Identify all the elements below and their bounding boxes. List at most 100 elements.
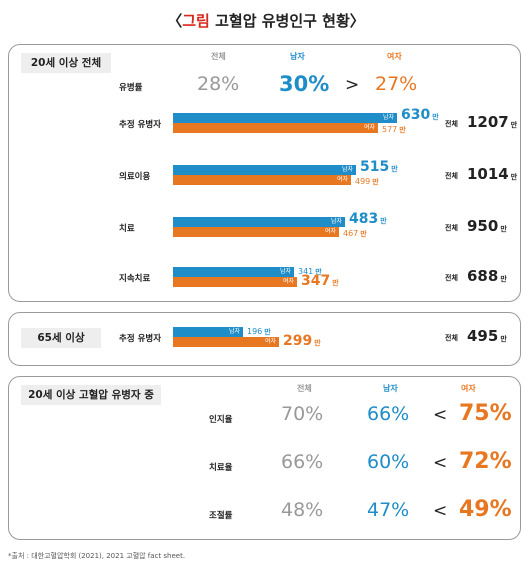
value-unit: 만 (432, 113, 439, 121)
total-label: 전체 (445, 334, 458, 342)
value-unit: 만 (399, 126, 406, 134)
rate-compare: < (433, 405, 448, 425)
total-label: 전체 (445, 274, 458, 282)
bar-male-tag: 남자 (331, 218, 343, 225)
value-unit: 만 (360, 230, 367, 238)
bar-female-tag: 여자 (325, 228, 337, 235)
value-male: 515 만 (360, 159, 398, 175)
bar-male (173, 165, 356, 175)
rate-male: 47% (367, 499, 410, 521)
header-female: 여자 (461, 384, 476, 393)
bar-male-tag: 남자 (383, 114, 395, 121)
bar-male-tag: 남자 (229, 328, 241, 335)
value-unit: 만 (332, 279, 339, 287)
rate-total: 66% (281, 451, 324, 473)
bar-female (173, 123, 378, 133)
bar-female (173, 175, 351, 185)
value-unit: 만 (264, 328, 271, 336)
value-male: 630 만 (401, 107, 439, 123)
title-text: 고혈압 유병인구 현황 (215, 12, 350, 30)
rate-label: 치료율 (209, 463, 233, 473)
value-unit: 만 (314, 339, 321, 347)
rates-table: 인지율 70% 66% <75% 치료율 66% 60% <72% 조절률 48% 47% <49% (9, 377, 522, 541)
header-female: 여자 (387, 52, 402, 61)
bar-male (173, 217, 345, 227)
total-label: 전체 (445, 224, 458, 232)
rate-female: 75% (459, 401, 512, 426)
category-label: 추정 유병자 (119, 120, 162, 130)
value-female: 499 만 (355, 177, 379, 186)
title-bracket-close: 〉 (349, 12, 365, 30)
title-bracket-open: 〈 (167, 12, 183, 30)
bar-male (173, 327, 243, 337)
panel-label: 20세 이상 전체 (21, 53, 111, 73)
total-value: 1014 만 (467, 165, 518, 183)
category-label: 지속치료 (119, 274, 151, 284)
header-male: 남자 (290, 52, 305, 61)
total-unit: 만 (510, 173, 518, 181)
header-male: 남자 (383, 384, 398, 393)
prevalence-total: 28% (197, 73, 240, 95)
total-value: 495 만 (467, 327, 507, 345)
bar-female-tag: 여자 (265, 338, 277, 345)
total-unit: 만 (500, 225, 507, 233)
bar-female-tag: 여자 (283, 278, 295, 285)
footnote: *출처 : 대한고혈압학회 (2021), 2021 고혈압 fact shee… (8, 552, 186, 560)
rate-label: 인지율 (209, 415, 233, 425)
value-unit: 만 (372, 178, 379, 186)
population-chart-adults: 추정 유병자 남자 여자 630 만 577 만 전체 1207 만 의료이용 남자 여자 515 만 499… (9, 45, 522, 303)
prevalence-label: 유병률 (119, 83, 143, 93)
rate-label: 조절률 (209, 511, 233, 521)
rate-male: 60% (367, 451, 410, 473)
category-label: 추정 유병자 (119, 334, 162, 344)
panel-adults-all: 20세 이상 전체 전체 남자 여자 유병률 28% 30% > 27% 추정 … (8, 44, 521, 302)
category-label: 의료이용 (119, 172, 151, 182)
prevalence-compare: > (345, 75, 360, 95)
rate-total: 48% (281, 499, 324, 521)
total-value: 688 만 (467, 267, 507, 285)
bar-female-tag: 여자 (337, 176, 349, 183)
panel-label: 20세 이상 고혈압 유병자 중 (21, 385, 161, 405)
value-female: 299 만 (283, 333, 321, 349)
bar-male-tag: 남자 (280, 268, 292, 275)
category-label: 치료 (119, 224, 135, 234)
page-title: 〈그림 고혈압 유병인구 현황〉 (0, 10, 532, 31)
rate-female: 72% (459, 449, 512, 474)
value-female: 467 만 (343, 229, 367, 238)
value-unit: 만 (380, 217, 387, 225)
value-male: 483 만 (349, 211, 387, 227)
total-unit: 만 (510, 121, 518, 129)
value-female: 347 만 (301, 273, 339, 289)
value-unit: 만 (315, 268, 322, 276)
total-label: 전체 (445, 120, 458, 128)
bar-female (173, 277, 297, 287)
total-unit: 만 (500, 335, 507, 343)
prevalence-female: 27% (375, 73, 418, 95)
total-unit: 만 (500, 275, 507, 283)
total-value: 1207 만 (467, 113, 518, 131)
bar-female (173, 227, 339, 237)
rate-female: 49% (459, 497, 512, 522)
rate-total: 70% (281, 403, 324, 425)
value-male: 196 만 (247, 327, 271, 336)
value-male: 341 만 (298, 267, 322, 276)
header-total: 전체 (211, 52, 226, 61)
rate-male: 66% (367, 403, 410, 425)
bar-male-tag: 남자 (342, 166, 354, 173)
bar-male (173, 113, 397, 123)
header-total: 전체 (297, 384, 312, 393)
bar-male (173, 267, 294, 277)
rate-compare: < (433, 501, 448, 521)
total-label: 전체 (445, 172, 458, 180)
value-female: 577 만 (382, 125, 406, 134)
panel-label: 65세 이상 (21, 328, 101, 348)
prevalence-male: 30% (279, 72, 330, 96)
bar-female (173, 337, 279, 347)
total-value: 950 만 (467, 217, 507, 235)
rate-compare: < (433, 453, 448, 473)
panel-awareness: 20세 이상 고혈압 유병자 중 전체 남자 여자 인지율 70% 66% <75% 치… (8, 376, 521, 540)
bar-female-tag: 여자 (364, 124, 376, 131)
value-unit: 만 (391, 165, 398, 173)
